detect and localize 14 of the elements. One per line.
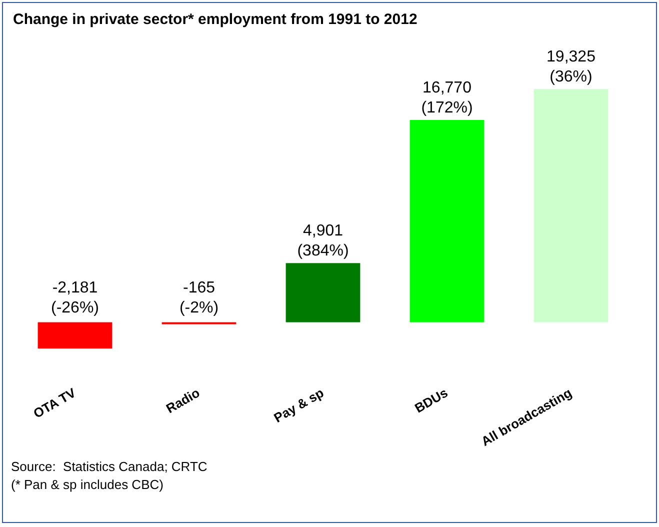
data-label: 16,770 (172%) [421, 79, 473, 116]
x-tick-label: OTA TV [30, 384, 79, 422]
source-note: Source: Statistics Canada; CRTC [11, 458, 208, 476]
x-tick-label: Pay & sp [271, 385, 326, 426]
data-label: -2,181 (-26%) [50, 280, 100, 317]
chart-title: Change in private sector* employment from 1991 to 2012 [13, 11, 418, 28]
bar [410, 120, 484, 322]
data-label: -165 (-2%) [179, 280, 219, 317]
text: (* Pan & sp includes CBC) [11, 476, 164, 494]
bar [38, 322, 112, 349]
bar [534, 89, 608, 322]
bar [286, 263, 360, 322]
data-label: 4,901 (384%) [297, 222, 349, 260]
data-label: 19,325 (36%) [546, 48, 596, 86]
